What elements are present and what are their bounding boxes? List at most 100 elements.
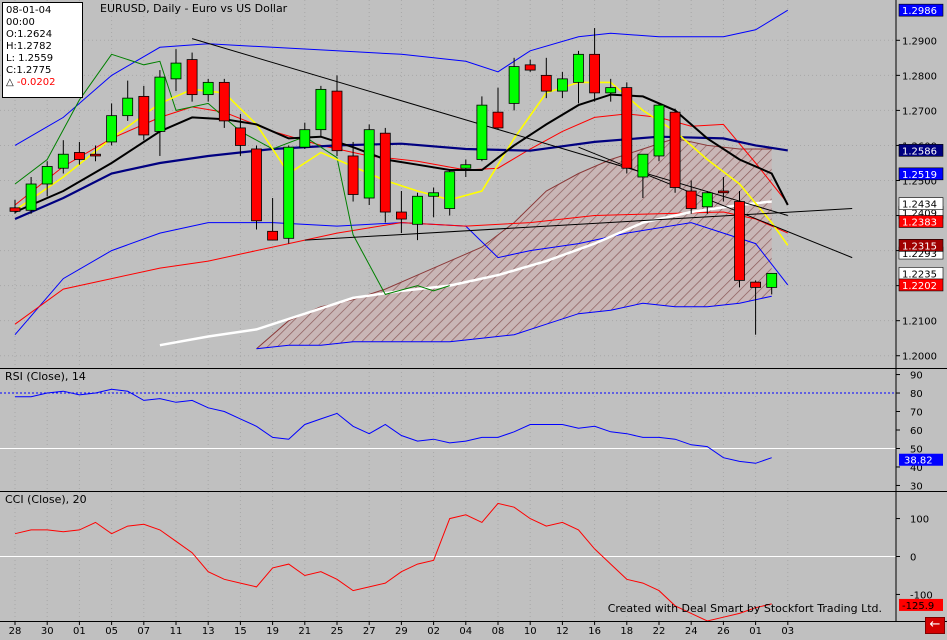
candle	[669, 108, 681, 193]
rsi-tick-label: 80	[910, 389, 923, 400]
candle	[492, 87, 504, 130]
candle-body	[363, 129, 375, 199]
rsi-line	[15, 388, 772, 464]
x-tick-label: 11	[170, 626, 183, 636]
cci-tick-label: 100	[910, 515, 929, 526]
candle	[138, 85, 150, 141]
info-time: 00:00	[6, 17, 35, 28]
x-tick-label: 03	[781, 626, 794, 636]
x-tick-label: 30	[41, 626, 54, 636]
x-tick-label: 18	[620, 626, 633, 636]
info-delta: △ -0.0202	[6, 77, 79, 89]
candle-body	[508, 66, 520, 104]
candle-body	[57, 153, 69, 169]
y-tick-label: 1.2100	[902, 317, 937, 328]
candle	[218, 78, 230, 128]
trendline	[191, 38, 788, 216]
cci-tick-label: -100	[910, 590, 933, 601]
candle-body	[379, 132, 391, 213]
x-tick-label: 13	[202, 626, 215, 636]
chart-title: EURUSD, Daily - Euro vs US Dollar	[100, 2, 288, 15]
x-tick-label: 01	[73, 626, 86, 636]
info-low: L: 1.2559	[6, 53, 54, 64]
candle	[524, 59, 536, 72]
rsi-title: RSI (Close), 14	[5, 370, 86, 383]
candle	[685, 180, 697, 214]
candle	[701, 191, 713, 214]
rsi-tick-label: 30	[910, 481, 923, 492]
rsi-tick-label: 40	[910, 463, 923, 474]
candle-body	[41, 166, 53, 185]
candle-body	[138, 95, 150, 136]
x-tick-label: 24	[685, 626, 698, 636]
rsi-tick-label: 50	[910, 444, 923, 455]
price-tag	[898, 197, 944, 210]
y-tick-label: 1.2500	[902, 176, 937, 187]
x-tick-label: 04	[459, 626, 472, 636]
candle-body	[460, 164, 472, 169]
y-tick-label: 1.2000	[902, 352, 937, 363]
rsi-panel-bg	[0, 369, 896, 491]
candle-body	[170, 62, 182, 80]
price-tag-label: 1.2409	[902, 208, 937, 219]
x-tick-label: 16	[588, 626, 601, 636]
candle-body	[347, 155, 359, 195]
price-tag-label: 1.2434	[902, 200, 937, 211]
candle-body	[766, 272, 778, 288]
candle-body	[331, 90, 343, 152]
candle	[234, 113, 246, 156]
price-tag	[898, 239, 944, 252]
slow-ma-line	[159, 200, 772, 347]
price-tag-label: 1.2586	[902, 146, 937, 157]
x-tick-label: 07	[137, 626, 150, 636]
rsi-value-tag	[899, 453, 943, 466]
x-tick-label: 25	[331, 626, 344, 636]
candle-body	[234, 127, 246, 146]
candle	[605, 78, 617, 102]
candle-body	[685, 190, 697, 209]
candle-body	[476, 104, 488, 160]
price-tag-label: 1.2235	[902, 269, 937, 280]
candle-body	[589, 53, 600, 94]
candle-body	[299, 129, 311, 148]
y-tick-label: 1.2800	[902, 71, 937, 82]
candle	[734, 191, 745, 288]
rsi-tick-label: 90	[910, 371, 923, 382]
info-date: 08-01-04	[6, 5, 52, 16]
candle	[621, 82, 633, 174]
info-close: C:1.2775	[6, 65, 52, 76]
x-tick-label: 21	[298, 626, 311, 636]
x-tick-label: 15	[234, 626, 247, 636]
price-tag	[898, 278, 944, 292]
x-tick-label: 26	[717, 626, 730, 636]
candle-body	[202, 81, 214, 96]
bollinger-upper-line	[14, 9, 789, 146]
candle-body	[540, 74, 552, 92]
price-tag	[898, 167, 944, 181]
candle	[9, 199, 21, 214]
candle	[315, 85, 327, 137]
x-tick-label: 01	[749, 626, 762, 636]
info-delta-value: -0.0202	[16, 77, 56, 88]
x-tick-label: 29	[395, 626, 408, 636]
exit-button[interactable]: ←	[925, 617, 945, 634]
candle-body	[573, 53, 584, 83]
x-tick-label: 28	[9, 626, 22, 636]
candle-body	[621, 87, 633, 169]
candle-body	[444, 171, 456, 209]
x-tick-label: 12	[556, 626, 569, 636]
ohlc-info-box: 08-01-04 00:00 O:1.2624 H:1.2782 L: 1.25…	[2, 2, 83, 98]
candle	[41, 161, 53, 197]
delta-icon: △	[6, 77, 14, 88]
candle-body	[637, 153, 649, 178]
candle-body	[718, 190, 729, 194]
price-tag-label: 1.2202	[902, 281, 937, 292]
candle	[154, 70, 166, 156]
candle-body	[412, 195, 423, 225]
candle	[589, 28, 600, 102]
candle-body	[251, 148, 262, 222]
trendline	[304, 208, 853, 241]
candle-body	[90, 153, 101, 157]
x-tick-label: 27	[363, 626, 376, 636]
